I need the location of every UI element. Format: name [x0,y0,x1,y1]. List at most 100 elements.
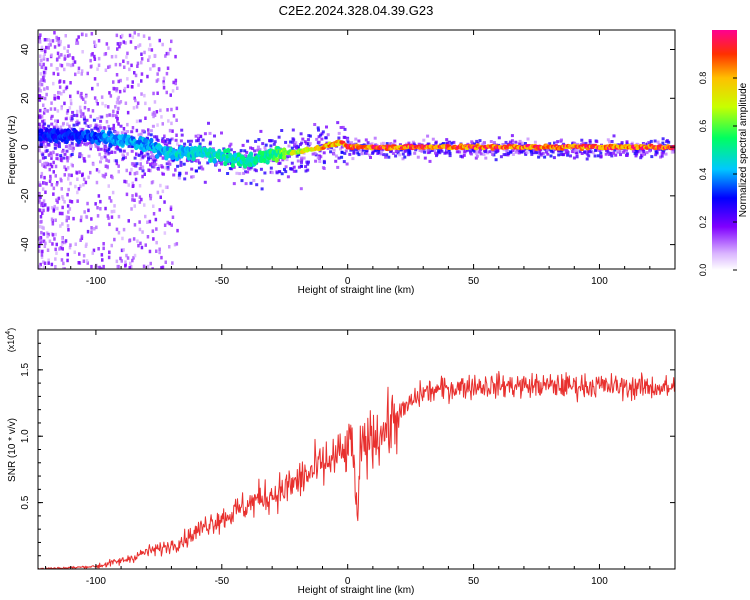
band-cell [116,131,120,135]
noise-cell [85,215,89,219]
band-cell [448,151,452,155]
noise-cell [43,96,47,101]
band-cell [529,150,533,154]
noise-cell [159,183,162,188]
noise-cell [122,127,126,131]
band-cell [291,140,295,144]
noise-cell [131,258,134,263]
noise-cell [142,264,146,269]
spectrogram-frame [37,29,676,270]
noise-cell [154,217,158,222]
band-cell [640,153,644,157]
noise-cell [42,239,46,243]
noise-cell [119,100,123,104]
band-cell [85,143,88,147]
noise-cell [155,227,158,231]
noise-cell [74,72,77,77]
noise-cell [133,223,137,227]
noise-cell [59,177,62,182]
noise-cell [114,62,118,67]
noise-cell [140,57,144,61]
band-cell [149,133,153,137]
ridge-cell [191,156,196,162]
noise-cell [38,89,41,93]
noise-cell [108,250,111,255]
noise-cell [162,82,166,86]
noise-cell [147,168,150,172]
noise-cell [110,150,113,154]
band-cell [398,153,402,157]
noise-cell [116,47,119,51]
band-cell [422,138,426,142]
band-cell [642,150,646,153]
band-cell [50,122,54,126]
noise-cell [38,122,41,127]
noise-cell [85,242,88,247]
band-cell [215,162,218,166]
band-cell [322,167,326,170]
noise-cell [165,71,169,76]
noise-cell [54,247,57,252]
band-cell [435,154,438,158]
y-tick-label: 1.0 [20,429,31,443]
noise-cell [61,211,64,216]
band-cell [297,153,301,157]
band-cell [300,158,304,162]
noise-cell [111,175,114,180]
noise-cell [69,81,72,85]
band-cell [272,142,276,146]
noise-cell [39,215,43,219]
band-cell [532,146,536,150]
noise-cell [43,108,47,113]
band-cell [233,151,236,154]
noise-cell [84,100,87,105]
band-cell [168,138,172,142]
noise-cell [72,59,75,63]
noise-cell [53,97,57,101]
noise-cell [163,200,166,204]
band-cell [345,138,349,142]
band-cell [70,117,74,121]
noise-cell [175,242,179,246]
band-cell [119,149,123,153]
noise-cell [68,207,72,211]
noise-cell [172,114,176,118]
noise-cell [107,255,111,260]
noise-cell [134,73,138,78]
noise-cell [149,194,153,198]
noise-cell [50,164,54,169]
noise-cell [169,207,173,211]
noise-cell [66,49,69,53]
noise-cell [93,54,96,59]
noise-cell [52,81,55,86]
band-cell [287,153,291,157]
noise-cell [158,208,161,212]
noise-cell [117,169,120,174]
noise-cell [91,52,94,56]
band-cell [235,171,239,175]
band-cell [579,143,583,146]
ridge-cell [226,147,231,154]
band-cell [93,126,97,130]
noise-cell [89,170,92,175]
band-cell [62,121,65,125]
band-cell [302,156,306,160]
band-cell [539,152,543,156]
band-cell [578,150,582,154]
band-cell [72,123,76,127]
band-cell [625,154,629,157]
band-cell [585,157,589,161]
band-cell [411,140,415,144]
band-cell [385,142,389,146]
band-cell [599,151,603,155]
band-cell [255,183,259,187]
band-cell [287,144,291,148]
band-cell [583,150,586,154]
noise-cell [170,121,173,126]
band-cell [99,147,103,151]
band-cell [195,169,198,173]
noise-cell [64,239,68,243]
band-cell [482,152,486,156]
noise-cell [119,41,122,46]
